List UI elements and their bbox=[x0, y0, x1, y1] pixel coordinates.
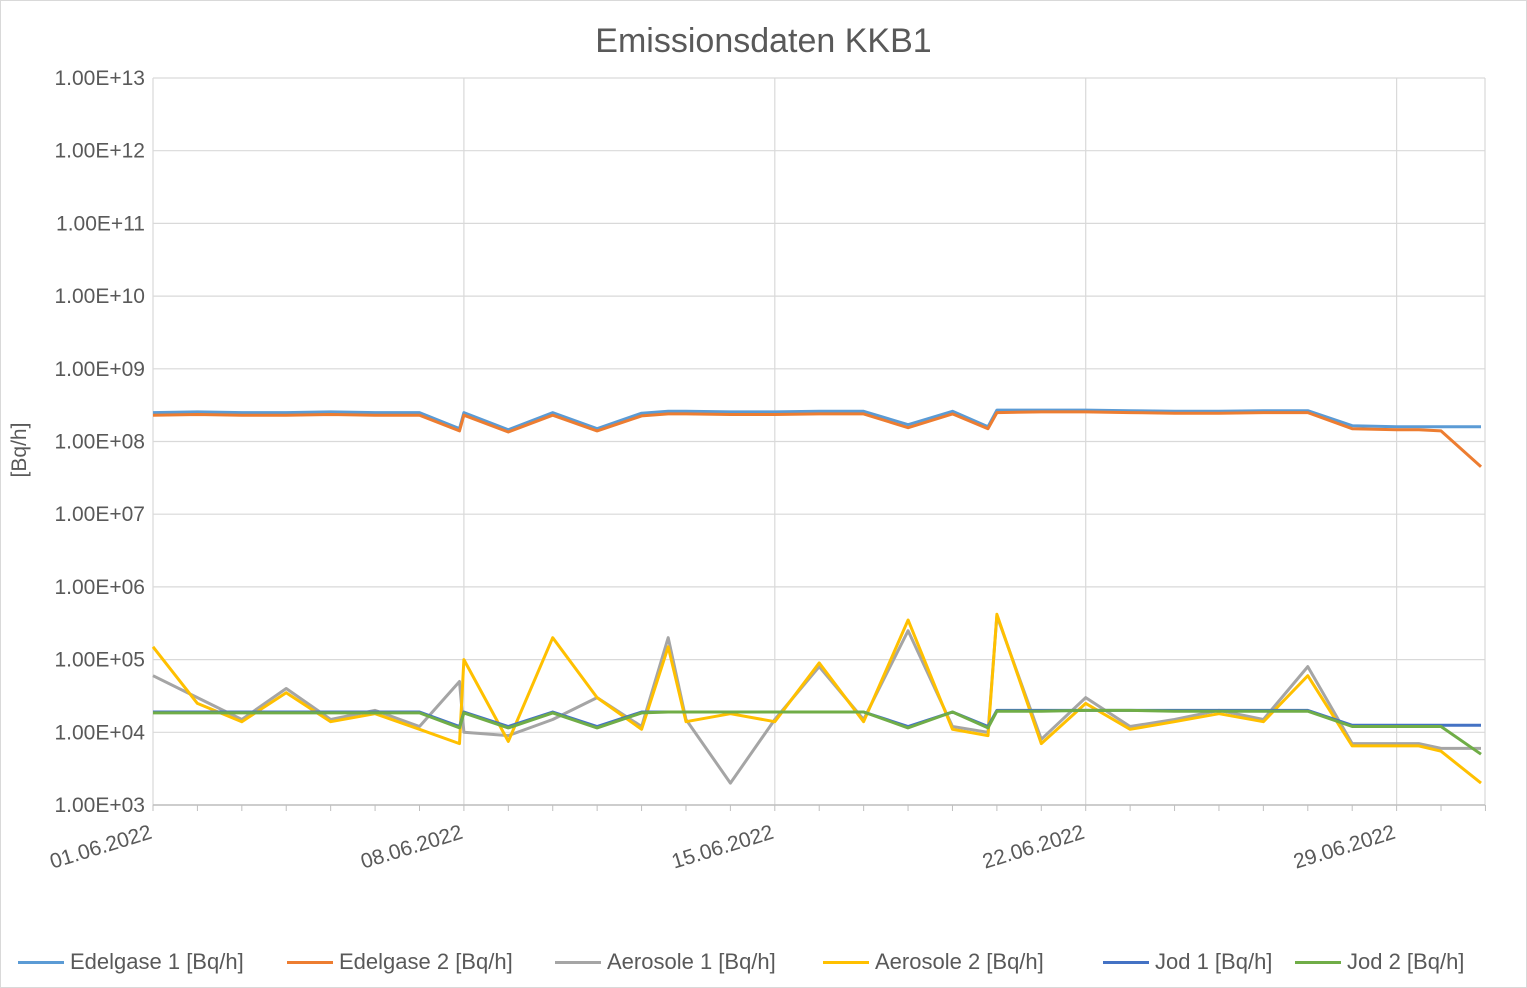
legend-swatch bbox=[18, 960, 64, 964]
legend-label: Jod 2 [Bq/h] bbox=[1347, 949, 1465, 974]
grid-lines bbox=[152, 77, 1486, 811]
legend-swatch bbox=[555, 960, 601, 964]
legend-swatch bbox=[823, 960, 869, 964]
legend-swatch bbox=[1295, 960, 1341, 964]
series-lines bbox=[151, 408, 1483, 785]
series-line-6 bbox=[153, 708, 1482, 756]
legend-item: Jod 1 [Bq/h] bbox=[1103, 944, 1272, 980]
y-tick-label: 1.00E+11 bbox=[56, 212, 145, 235]
series-line-4 bbox=[151, 612, 1482, 785]
y-axis-label: [Bq/h] bbox=[8, 423, 31, 478]
y-tick-label: 1.00E+07 bbox=[54, 503, 145, 526]
x-tick-label: 01.06.2022 bbox=[47, 821, 154, 874]
x-tick-label: 29.06.2022 bbox=[1291, 821, 1398, 874]
legend-item: Aerosole 1 [Bq/h] bbox=[555, 944, 776, 980]
y-tick-label: 1.00E+10 bbox=[54, 285, 145, 308]
y-tick-label: 1.00E+05 bbox=[54, 649, 145, 672]
legend-item: Jod 2 [Bq/h] bbox=[1295, 944, 1464, 980]
y-tick-label: 1.00E+03 bbox=[54, 794, 145, 817]
x-tick-label: 15.06.2022 bbox=[669, 821, 776, 874]
y-tick-label: 1.00E+09 bbox=[54, 358, 145, 381]
y-tick-label: 1.00E+12 bbox=[54, 140, 145, 163]
x-tick-label: 22.06.2022 bbox=[980, 821, 1087, 874]
legend-label: Aerosole 2 [Bq/h] bbox=[875, 949, 1044, 974]
x-tick-label: 08.06.2022 bbox=[358, 821, 465, 874]
legend: Edelgase 1 [Bq/h] Edelgase 2 [Bq/h] Aeroso… bbox=[0, 944, 1527, 980]
y-tick-label: 1.00E+04 bbox=[54, 721, 145, 744]
y-tick-label: 1.00E+13 bbox=[54, 67, 145, 90]
legend-label: Jod 1 [Bq/h] bbox=[1155, 949, 1273, 974]
legend-item: Edelgase 1 [Bq/h] bbox=[18, 944, 244, 980]
series-line-3 bbox=[152, 614, 1481, 785]
legend-label: Aerosole 1 [Bq/h] bbox=[607, 949, 776, 974]
y-tick-label: 1.00E+08 bbox=[54, 431, 145, 454]
legend-item: Edelgase 2 [Bq/h] bbox=[287, 944, 513, 980]
legend-swatch bbox=[1103, 960, 1149, 964]
x-tick-labels: 01.06.2022 08.06.2022 15.06.2022 22.06.2022… bbox=[47, 821, 1398, 874]
series-line-2 bbox=[152, 410, 1483, 468]
legend-label: Edelgase 1 [Bq/h] bbox=[70, 949, 244, 974]
y-tick-label: 1.00E+06 bbox=[54, 576, 145, 599]
legend-swatch bbox=[287, 960, 333, 964]
legend-label: Edelgase 2 [Bq/h] bbox=[339, 949, 513, 974]
y-tick-labels: 1.00E+03 1.00E+04 1.00E+05 1.00E+06 1.00E+07… bbox=[54, 67, 145, 817]
legend-item: Aerosole 2 [Bq/h] bbox=[823, 944, 1044, 980]
series-line-1 bbox=[152, 408, 1481, 432]
chart-title: Emissionsdaten KKB1 bbox=[595, 22, 932, 60]
